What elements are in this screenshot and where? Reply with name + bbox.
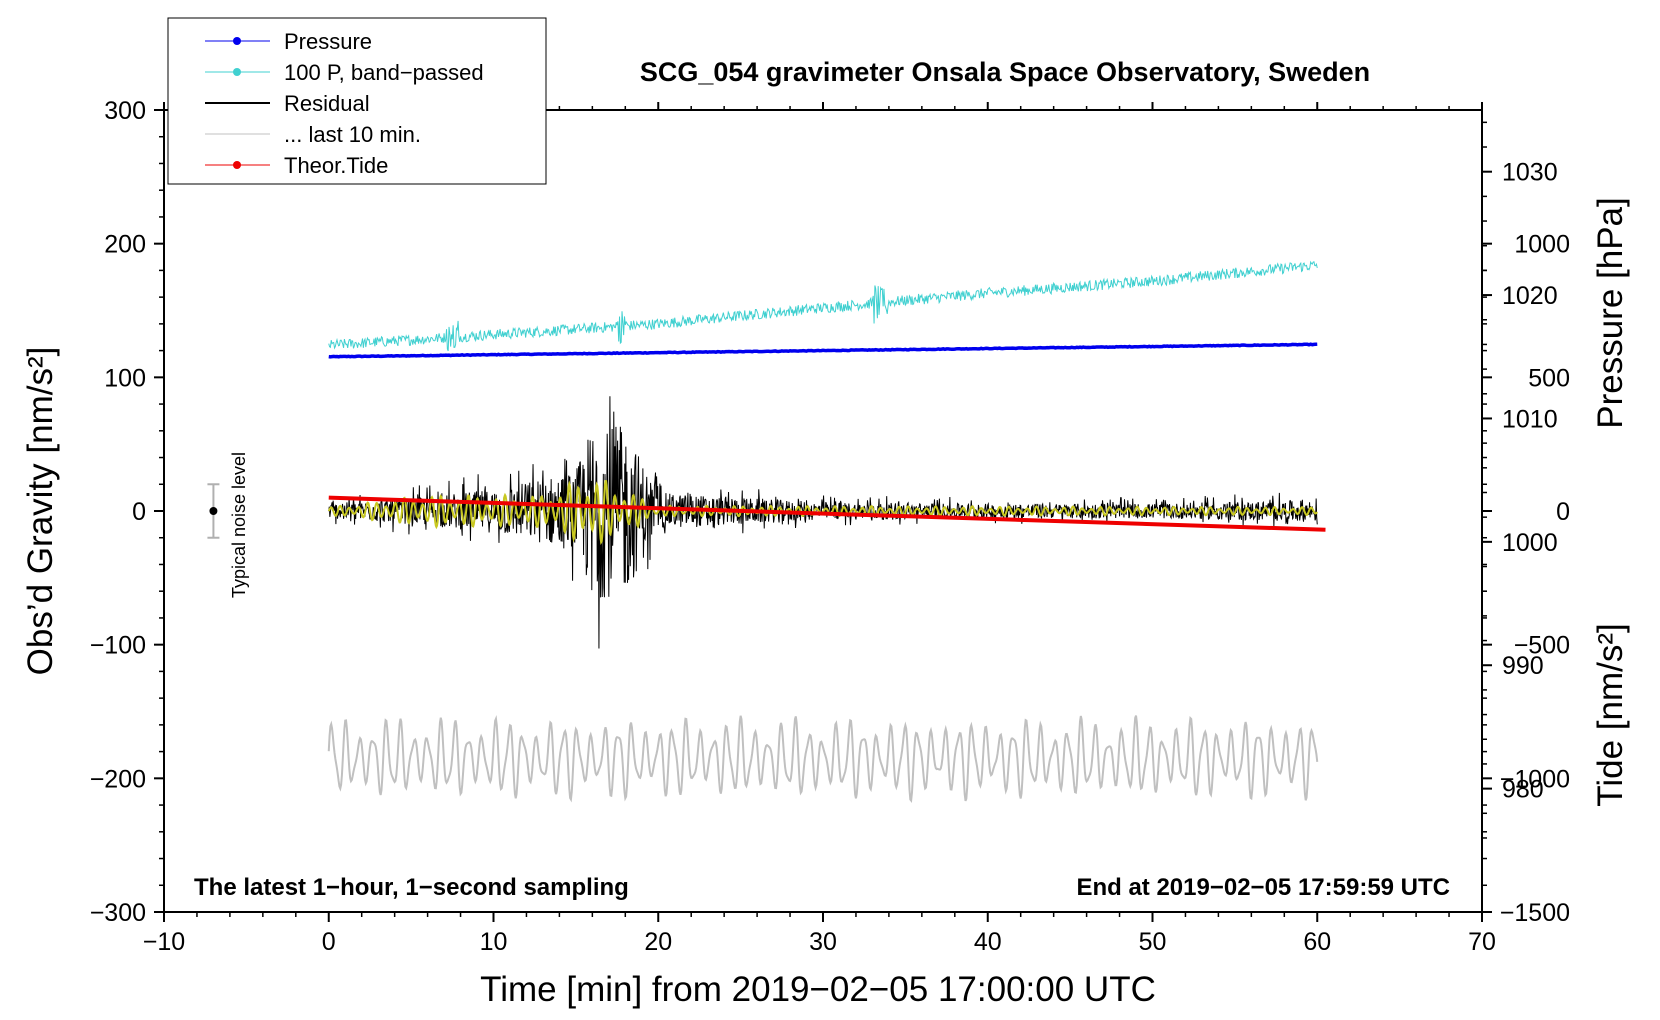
legend-box — [167, 17, 547, 185]
note-end-time: End at 2019−02−05 17:59:59 UTC — [1076, 874, 1450, 901]
y-tide-tick-label: 1000 — [1514, 231, 1570, 259]
x-axis-title: Time [min] from 2019−02−05 17:00:00 UTC — [480, 970, 1156, 1009]
legend-label: 100 P, band−passed — [284, 60, 484, 85]
series-pressure-line — [328, 342, 1318, 359]
y-left-tick-label: 100 — [104, 364, 146, 392]
x-tick-label: 40 — [974, 928, 1002, 956]
x-tick-label: 10 — [480, 928, 508, 956]
y-axis-title-pressure: Pressure [hPa] — [1591, 197, 1630, 429]
x-tick-label: 50 — [1139, 928, 1167, 956]
series-residual-line — [328, 396, 1318, 649]
series-theoretical-tide-line — [328, 495, 1326, 532]
y-left-tick-label: 0 — [132, 498, 146, 526]
y-left-tick-label: −300 — [90, 899, 146, 927]
y-pressure-tick-label: 1020 — [1502, 282, 1558, 310]
x-tick-label: 60 — [1303, 928, 1331, 956]
series-last-10-min-line — [327, 715, 1319, 803]
y-pressure-tick-label: 1000 — [1502, 529, 1558, 557]
y-tide-tick-label: −500 — [1514, 632, 1570, 660]
y-left-tick-label: −200 — [90, 765, 146, 793]
legend-label: Theor.Tide — [284, 153, 388, 178]
y-left-tick-label: −100 — [90, 632, 146, 660]
note-latest-hour: The latest 1−hour, 1−second sampling — [194, 874, 629, 901]
ticks-layer: −10 0 10 20 30 40 50 60 703002001000−100−200−300… — [90, 97, 1570, 956]
noise-level-label: Typical noise level — [229, 452, 249, 598]
legend-label: Residual — [284, 91, 370, 116]
y-axis-title-tide: Tide [nm/s²] — [1591, 623, 1630, 806]
series-bandpassed-pressure-line — [328, 260, 1318, 352]
x-tick-label: −10 — [143, 928, 185, 956]
y-tide-tick-label: 500 — [1528, 364, 1570, 392]
legend-label: ... last 10 min. — [284, 122, 421, 147]
y-pressure-tick-label: 1030 — [1502, 159, 1558, 187]
y-pressure-tick-label: 980 — [1502, 776, 1544, 804]
y-pressure-tick-label: 1010 — [1502, 405, 1558, 433]
legend-marker — [233, 68, 241, 76]
noise-level-indicator — [207, 483, 220, 539]
legend: Pressure 100 P, band−passed Residual ... la… — [167, 17, 547, 185]
y-pressure-tick-label: 990 — [1502, 652, 1544, 680]
y-tide-tick-label: −1000 — [1500, 765, 1570, 793]
noise-center-dot — [209, 507, 218, 515]
y-left-tick-label: 300 — [104, 97, 146, 125]
legend-label: Pressure — [284, 29, 372, 54]
chart-title: SCG_054 gravimeter Onsala Space Observat… — [640, 57, 1370, 87]
x-tick-label: 30 — [809, 928, 837, 956]
x-tick-label: 20 — [644, 928, 672, 956]
x-tick-label: 0 — [322, 928, 336, 956]
legend-marker — [233, 161, 241, 169]
y-axis-title-left: Obs’d Gravity [nm/s²] — [21, 347, 60, 676]
x-tick-label: 70 — [1468, 928, 1496, 956]
y-left-tick-label: 200 — [104, 231, 146, 259]
y-tide-tick-label: 0 — [1556, 498, 1570, 526]
y-tide-tick-label: −1500 — [1500, 899, 1570, 927]
series-layer — [327, 260, 1326, 803]
legend-marker — [233, 37, 241, 45]
